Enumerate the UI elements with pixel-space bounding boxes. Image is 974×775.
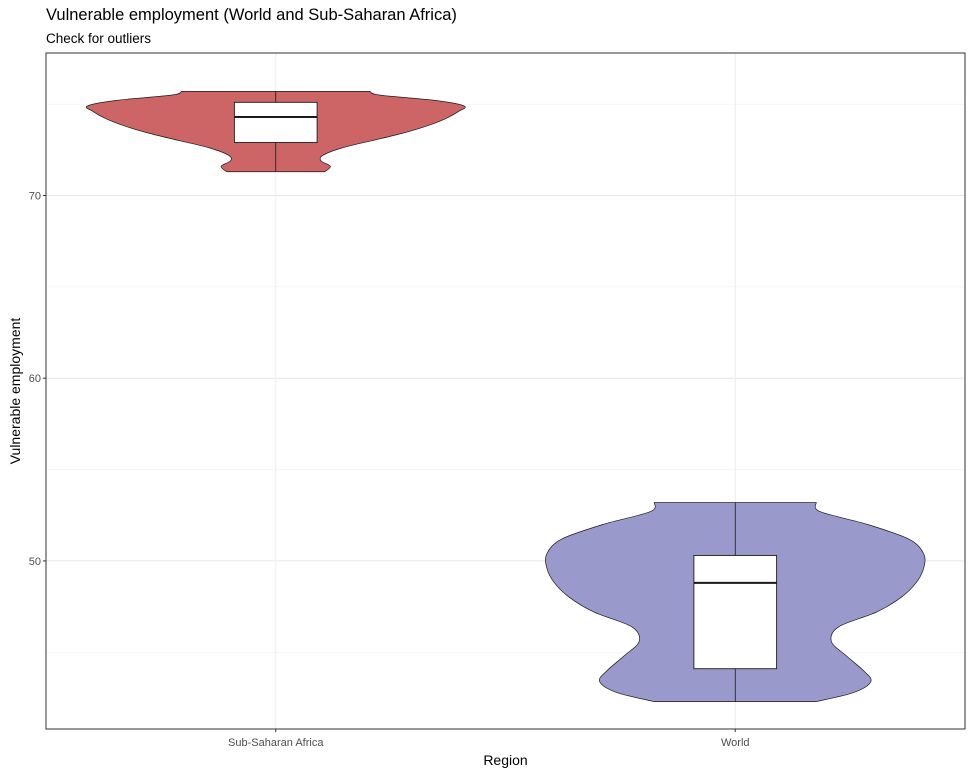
y-tick-label: 60: [29, 373, 41, 385]
x-tick-label: World: [721, 737, 750, 749]
chart-subtitle: Check for outliers: [46, 31, 152, 46]
y-tick-label: 50: [29, 556, 41, 568]
panel-border: [45, 52, 966, 730]
box-iqr: [693, 554, 778, 670]
y-tick-label: 70: [29, 191, 41, 203]
violins: [85, 91, 926, 702]
grid-lines: [46, 53, 965, 729]
chart-title: Vulnerable employment (World and Sub-Sah…: [46, 6, 457, 24]
x-tick-label: Sub-Saharan Africa: [228, 737, 324, 749]
boxplots: [233, 91, 778, 702]
y-axis-title: Vulnerable employment: [7, 318, 23, 465]
box-iqr: [233, 101, 318, 143]
axis-ticks: 50 60 70 Sub-Saharan Africa World: [29, 191, 750, 749]
x-axis-title: Region: [483, 752, 527, 768]
